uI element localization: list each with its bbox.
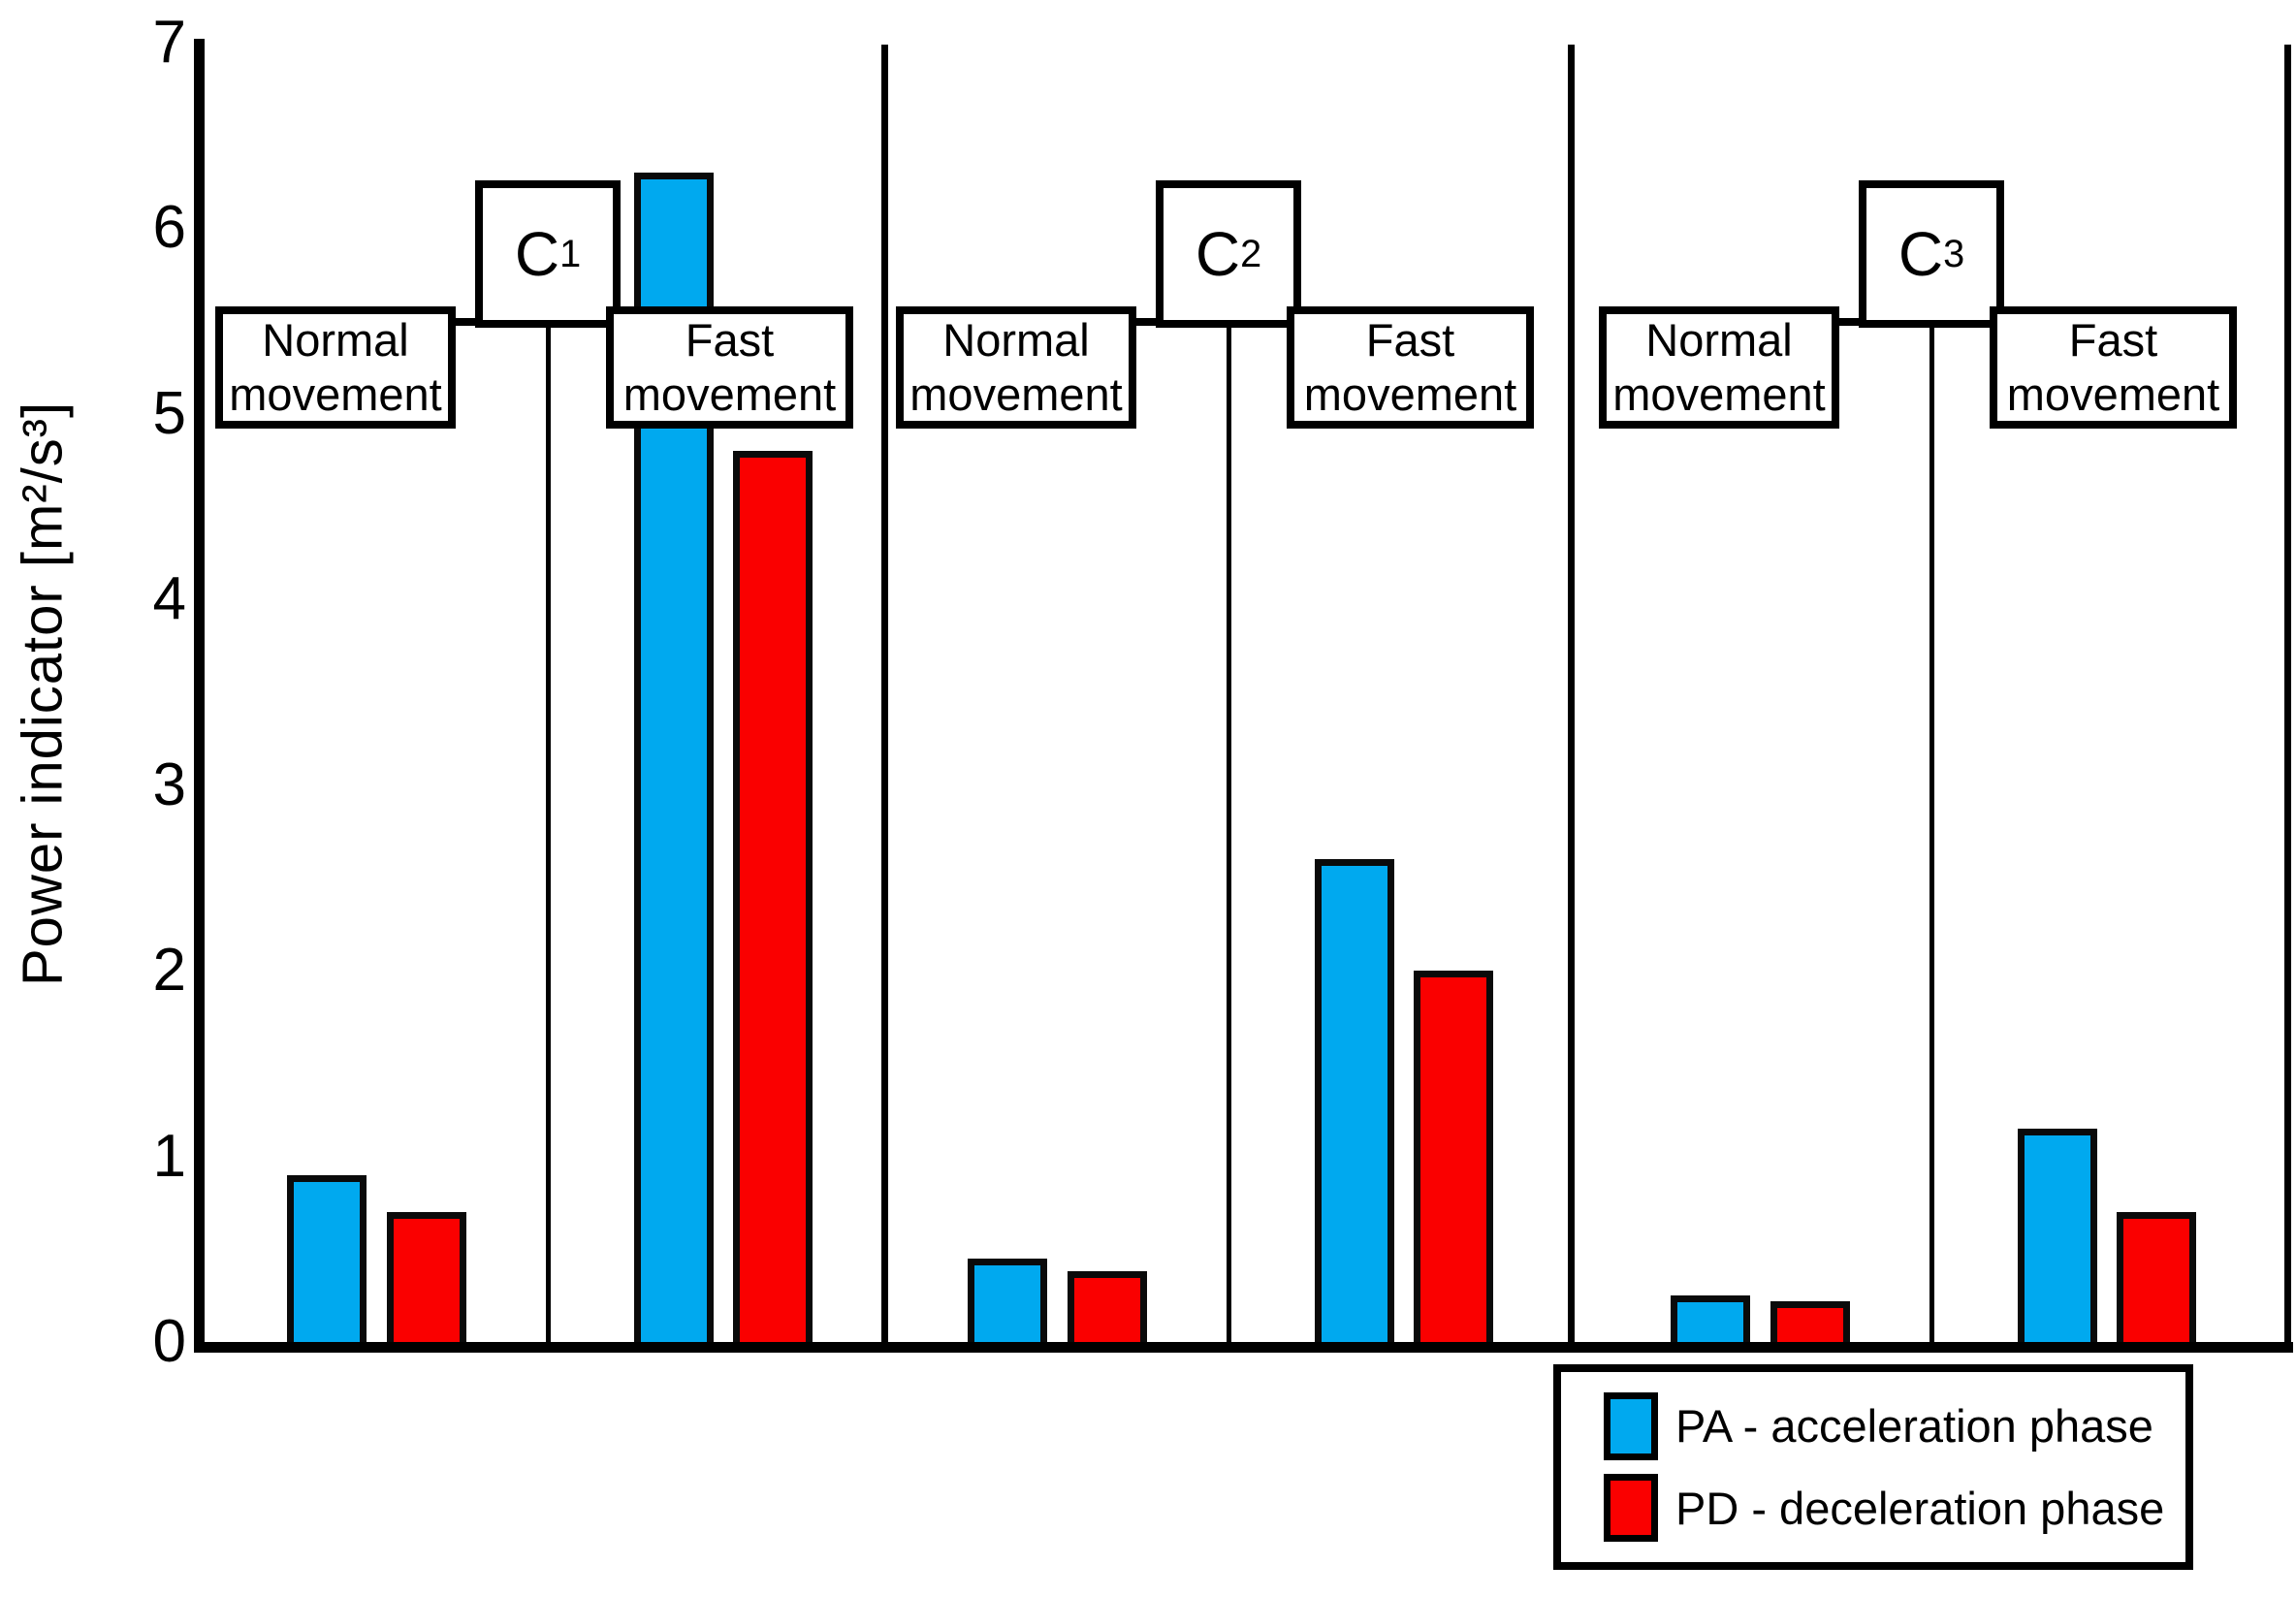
x-axis-line [194,1342,2293,1353]
bar-c1-normal-pd [387,1212,466,1350]
bar-c3-fast-pd [2117,1212,2196,1350]
y-axis-title: Power indicator [m²/s³] [11,400,75,986]
y-tick-label-6: 6 [152,194,186,261]
legend-item-pd: PD - deceleration phase [1604,1474,2185,1543]
normal-movement-box-c1: Normal movement [215,306,456,429]
bar-c2-normal-pd [1068,1271,1147,1350]
bar-c2-fast-pd [1414,971,1493,1350]
y-axis-line [194,39,205,1352]
bar-c1-normal-pa [287,1175,367,1350]
group-divider-3 [2284,45,2291,1346]
y-tick-label-2: 2 [152,937,186,1004]
group-label-main: C [1195,219,1241,289]
bar-c2-fast-pa [1315,859,1394,1350]
legend-item-pa: PA - acceleration phase [1604,1391,2185,1460]
group-label-main: C [1897,219,1944,289]
y-tick-label-7: 7 [152,8,186,76]
fast-movement-box-c3: Fast movement [1990,306,2237,429]
y-tick-label-1: 1 [152,1122,186,1190]
normal-movement-box-c2: Normal movement [896,306,1136,429]
bar-c2-normal-pa [968,1259,1047,1350]
bar-c3-fast-pa [2018,1129,2097,1350]
pd-legend-label: PD - deceleration phase [1675,1482,2165,1534]
group-divider-2 [1568,45,1575,1346]
stem-c1 [546,325,551,1346]
normal-movement-box-c3: Normal movement [1599,306,1839,429]
stem-c3 [1929,325,1934,1346]
y-tick-label-0: 0 [152,1308,186,1375]
y-tick-label-4: 4 [152,565,186,632]
legend: PA - acceleration phase PD - deceleratio… [1553,1364,2193,1570]
stem-c2 [1227,325,1231,1346]
group-label-main: C [514,219,560,289]
y-tick-label-3: 3 [152,751,186,818]
pd-color-swatch [1604,1474,1658,1543]
group-divider-1 [881,45,888,1346]
fast-movement-box-c2: Fast movement [1287,306,1534,429]
bar-c1-fast-pd [733,451,813,1350]
pa-color-swatch [1604,1391,1658,1460]
pa-legend-label: PA - acceleration phase [1675,1400,2153,1453]
y-tick-label-5: 5 [152,379,186,447]
fast-movement-box-c1: Fast movement [606,306,853,429]
